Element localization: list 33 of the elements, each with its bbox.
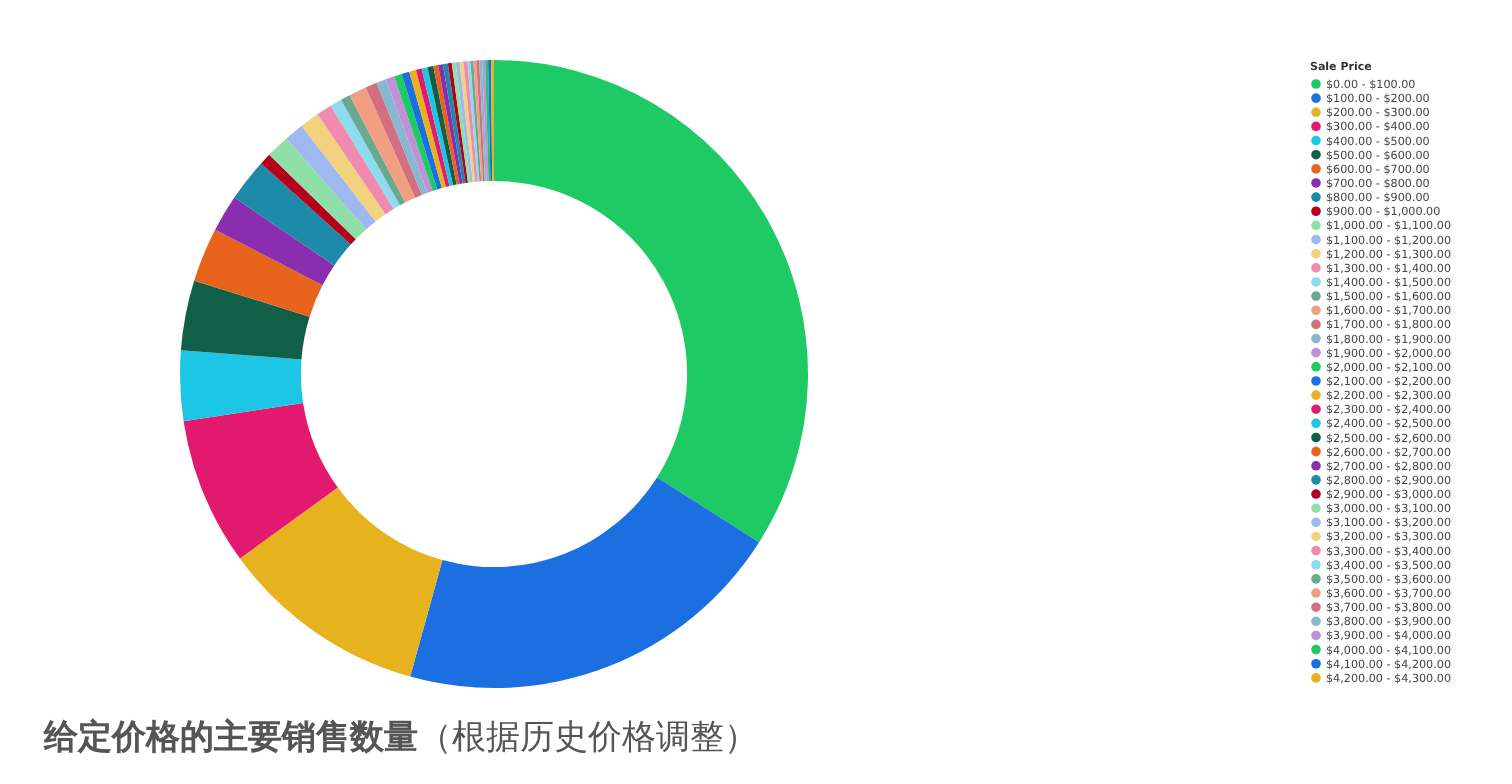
donut-slice	[180, 350, 304, 422]
donut-slice	[479, 60, 487, 182]
donut-slice	[365, 82, 422, 198]
donut-slice	[239, 487, 443, 677]
text: 给定价格的主要销售数量	[42, 718, 418, 758]
donut-slice	[494, 60, 808, 543]
donut-slice	[427, 65, 457, 186]
donut-slice	[234, 163, 351, 266]
donut-slice	[433, 65, 460, 185]
donut-slice	[421, 67, 454, 187]
donut-slice	[261, 154, 356, 245]
donut-slice	[317, 105, 394, 215]
donut-slice	[459, 61, 476, 183]
donut-slice	[394, 73, 438, 191]
text: （根据历史价格调整）	[418, 718, 758, 758]
donut-slice	[301, 114, 386, 222]
donut-slice	[349, 87, 416, 203]
donut-slice	[286, 125, 376, 230]
donut-slice	[330, 99, 400, 210]
donut-slice	[180, 280, 310, 360]
donut-slice	[410, 477, 760, 688]
donut-slice	[341, 95, 406, 206]
donut-slice	[183, 403, 338, 559]
donut-slice	[463, 61, 478, 182]
donut-slice	[376, 79, 428, 195]
donut-slice	[269, 138, 367, 240]
donut-slice	[482, 60, 489, 182]
donut-slice	[194, 229, 323, 317]
donut-slice	[401, 71, 442, 190]
donut-slice	[415, 68, 450, 187]
donut-slice	[409, 69, 446, 189]
donut-slice	[385, 76, 433, 193]
donut-slice	[215, 197, 335, 286]
